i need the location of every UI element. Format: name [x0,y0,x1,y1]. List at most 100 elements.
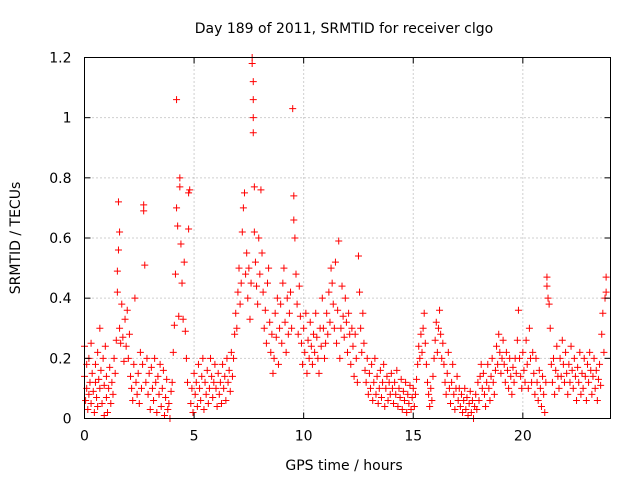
data-point [566,378,574,386]
data-point [142,378,150,386]
data-point [457,390,465,398]
data-point [173,204,181,212]
data-point [367,384,375,392]
data-point [251,258,259,266]
data-point [408,393,416,401]
data-point [145,369,153,377]
data-point [244,294,252,302]
data-point [466,387,474,395]
data-point [320,354,328,362]
data-point [300,324,308,332]
data-point [417,330,425,338]
x-tick-label: 0 [80,429,89,445]
data-point [537,402,545,410]
data-point [255,234,263,242]
data-point [317,342,325,350]
data-point [295,282,303,290]
data-point [602,273,610,281]
data-point [582,396,590,404]
data-point [370,378,378,386]
data-point [377,393,385,401]
data-point [261,306,269,314]
data-point [147,363,155,371]
data-point [491,366,499,374]
data-point [463,393,471,401]
data-point [420,309,428,317]
data-point [209,393,217,401]
data-point [359,309,367,317]
data-point [517,372,525,380]
data-point [573,396,581,404]
data-point [249,114,257,122]
data-point [225,366,233,374]
data-point [563,369,571,377]
data-point [99,354,107,362]
data-point [214,369,222,377]
data-point [185,225,193,233]
data-point [494,360,502,368]
data-point [91,378,99,386]
data-point [271,309,279,317]
data-point [535,366,543,374]
data-point [354,252,362,260]
data-point [198,372,206,380]
data-point [530,369,538,377]
data-point [165,399,173,407]
data-point [146,405,154,413]
data-point [94,402,102,410]
data-point [258,249,266,257]
data-point [440,360,448,368]
data-point [496,348,504,356]
data-point [259,288,267,296]
data-point [357,324,365,332]
data-point [352,354,360,362]
data-point [427,384,435,392]
data-point [400,396,408,404]
data-point [556,354,564,362]
data-point [382,384,390,392]
data-point [497,369,505,377]
data-point [129,396,137,404]
data-point [336,354,344,362]
data-point [571,372,579,380]
data-point [287,288,295,296]
data-point [140,201,148,209]
data-point [128,384,136,392]
data-point [242,270,250,278]
data-point [397,375,405,383]
y-tick-label: 0.4 [49,291,71,307]
data-point [262,339,270,347]
data-point [426,402,434,410]
data-point [356,288,364,296]
data-point [486,396,494,404]
data-point [365,369,373,377]
data-point [550,354,558,362]
data-point [337,324,345,332]
data-point [416,354,424,362]
data-point [372,390,380,398]
data-point [179,315,187,323]
data-point [131,294,139,302]
data-point [303,369,311,377]
data-point [499,336,507,344]
y-tick-label: 1 [63,111,72,127]
data-point [314,354,322,362]
data-point [159,366,167,374]
data-point [98,399,106,407]
data-point [123,306,131,314]
data-point [153,408,161,416]
data-point [237,279,245,287]
data-point [296,312,304,320]
data-point [384,396,392,404]
data-point [403,408,411,416]
data-point [143,354,151,362]
data-point [331,258,339,266]
data-point [105,384,113,392]
y-tick-labels: 0 0.2 0.4 0.6 0.8 1 1.2 [49,51,71,428]
data-point [302,309,310,317]
data-point [100,381,108,389]
data-point [216,378,224,386]
data-point [151,354,159,362]
data-point [157,402,165,410]
data-point [433,348,441,356]
